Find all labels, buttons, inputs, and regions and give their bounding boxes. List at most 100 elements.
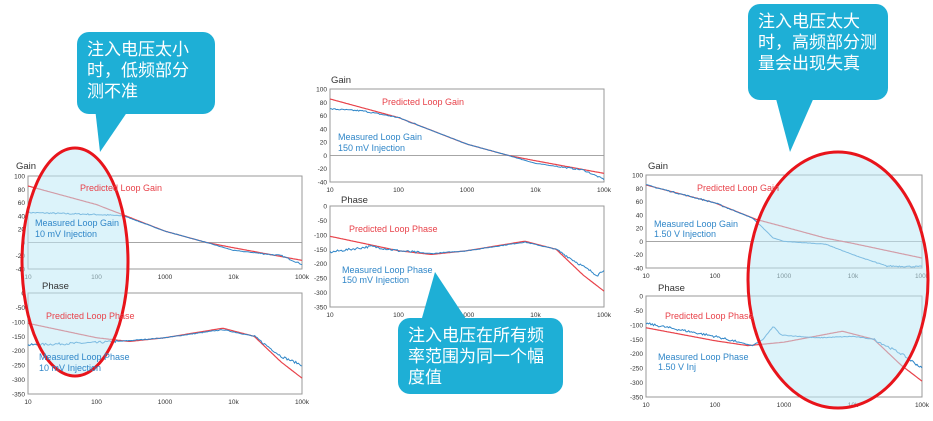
y-tick-label: 80 <box>18 187 26 194</box>
y-tick-label: -40 <box>16 267 26 274</box>
y-tick-label: -250 <box>12 363 25 370</box>
y-tick-label: -150 <box>12 334 25 341</box>
y-tick-label: -350 <box>630 395 643 402</box>
y-tick-label: -200 <box>12 348 25 355</box>
measured-gain-label: Measured Loop Gain <box>35 218 120 228</box>
y-tick-label: -250 <box>314 276 327 283</box>
x-tick-label: 10k <box>848 273 859 280</box>
measured-gain-injection: 10 mV Injection <box>35 229 98 239</box>
x-tick-label: 100k <box>597 312 612 319</box>
phase-title: Phase <box>42 281 69 292</box>
x-tick-label: 10 <box>24 274 32 281</box>
measured-gain-label: Measured Loop Gain <box>338 132 423 142</box>
y-tick-label: -350 <box>314 305 327 312</box>
measured-gain-injection: 1.50 V Injection <box>654 229 717 239</box>
y-tick-label: 40 <box>320 126 328 133</box>
predicted-phase-label: Predicted Loop Phase <box>46 311 135 321</box>
x-tick-label: 1000 <box>777 402 792 409</box>
gain-title: Gain <box>648 161 669 172</box>
gain-title: Gain <box>331 75 352 86</box>
y-tick-label: -20 <box>634 252 644 259</box>
y-tick-label: -150 <box>314 247 327 254</box>
measured-phase-label: Measured Loop Phase <box>39 352 130 362</box>
measured-phase-injection: 1.50 V Inj <box>658 362 697 372</box>
y-tick-label: -200 <box>314 261 327 268</box>
right-callout: 注入电压太大时，高频部分测量会出现失真 <box>748 4 888 100</box>
y-tick-label: -300 <box>630 380 643 387</box>
measured-phase-injection: 150 mV Injection <box>342 275 410 285</box>
x-tick-label: 1000 <box>158 274 173 281</box>
x-tick-label: 10k <box>228 274 239 281</box>
x-tick-label: 10 <box>326 312 334 319</box>
x-tick-label: 100 <box>710 402 721 409</box>
x-tick-label: 10 <box>642 273 650 280</box>
y-tick-label: -250 <box>630 366 643 373</box>
measured-phase-injection: 10 mV Injection <box>39 363 102 373</box>
phase-title: Phase <box>341 195 368 206</box>
y-tick-label: 20 <box>320 140 328 147</box>
x-tick-label: 10k <box>848 402 859 409</box>
y-tick-label: 60 <box>320 113 328 120</box>
y-tick-label: 80 <box>636 186 644 193</box>
x-tick-label: 1000 <box>777 273 792 280</box>
x-tick-label: 100 <box>710 273 721 280</box>
y-tick-label: -40 <box>318 180 328 187</box>
x-tick-label: 100k <box>295 399 310 406</box>
measured-phase-label: Measured Loop Phase <box>342 265 433 275</box>
y-tick-label: 40 <box>18 213 26 220</box>
y-tick-label: 100 <box>632 173 643 180</box>
y-tick-label: 80 <box>320 100 328 107</box>
y-tick-label: 100 <box>14 174 25 181</box>
x-tick-label: 10k <box>530 187 541 194</box>
y-tick-label: 20 <box>636 226 644 233</box>
y-tick-label: -20 <box>318 166 328 173</box>
measured-gain-label: Measured Loop Gain <box>654 219 739 229</box>
y-tick-label: 60 <box>18 200 26 207</box>
y-tick-label: -300 <box>12 377 25 384</box>
x-tick-label: 10k <box>228 399 239 406</box>
left-callout: 注入电压太小时，低频部分测不准 <box>77 32 215 114</box>
y-tick-label: -50 <box>318 218 328 225</box>
x-tick-label: 10k <box>530 312 541 319</box>
y-tick-label: 0 <box>21 291 25 298</box>
predicted-phase-label: Predicted Loop Phase <box>349 224 438 234</box>
predicted-gain-label: Predicted Loop Gain <box>80 183 163 193</box>
x-tick-label: 100k <box>295 274 310 281</box>
y-tick-label: -300 <box>314 290 327 297</box>
measured-phase-label: Measured Loop Phase <box>658 352 749 362</box>
y-tick-label: 0 <box>323 204 327 211</box>
gain-title: Gain <box>16 161 37 172</box>
x-tick-label: 10 <box>642 402 650 409</box>
phase-title: Phase <box>658 283 685 294</box>
y-tick-label: -100 <box>314 232 327 239</box>
predicted-gain-label: Predicted Loop Gain <box>697 183 780 193</box>
x-tick-label: 1000 <box>460 187 475 194</box>
y-tick-label: -100 <box>630 322 643 329</box>
x-tick-label: 10 <box>24 399 32 406</box>
y-tick-label: -350 <box>12 392 25 399</box>
y-tick-label: -20 <box>16 253 26 260</box>
y-tick-label: 40 <box>636 212 644 219</box>
measured-gain-line <box>329 108 605 181</box>
y-tick-label: -40 <box>634 266 644 273</box>
x-tick-label: 10 <box>326 187 334 194</box>
y-tick-label: 20 <box>18 227 26 234</box>
middle-callout: 注入电压在所有频率范围为同一个幅度值 <box>398 318 563 394</box>
x-tick-label: 1000 <box>158 399 173 406</box>
x-tick-label: 100 <box>91 274 102 281</box>
x-tick-label: 100 <box>393 187 404 194</box>
y-tick-label: 0 <box>639 294 643 301</box>
y-tick-label: -50 <box>16 305 26 312</box>
measured-phase-line <box>329 241 605 277</box>
predicted-gain-label: Predicted Loop Gain <box>382 97 465 107</box>
y-tick-label: -100 <box>12 319 25 326</box>
y-tick-label: -200 <box>630 351 643 358</box>
x-tick-label: 100k <box>915 273 930 280</box>
y-tick-label: 0 <box>21 240 25 247</box>
predicted-phase-label: Predicted Loop Phase <box>665 311 754 321</box>
y-tick-label: 0 <box>639 239 643 246</box>
measured-gain-injection: 150 mV Injection <box>338 143 406 153</box>
y-tick-label: -150 <box>630 337 643 344</box>
y-tick-label: 60 <box>636 199 644 206</box>
y-tick-label: 0 <box>323 153 327 160</box>
